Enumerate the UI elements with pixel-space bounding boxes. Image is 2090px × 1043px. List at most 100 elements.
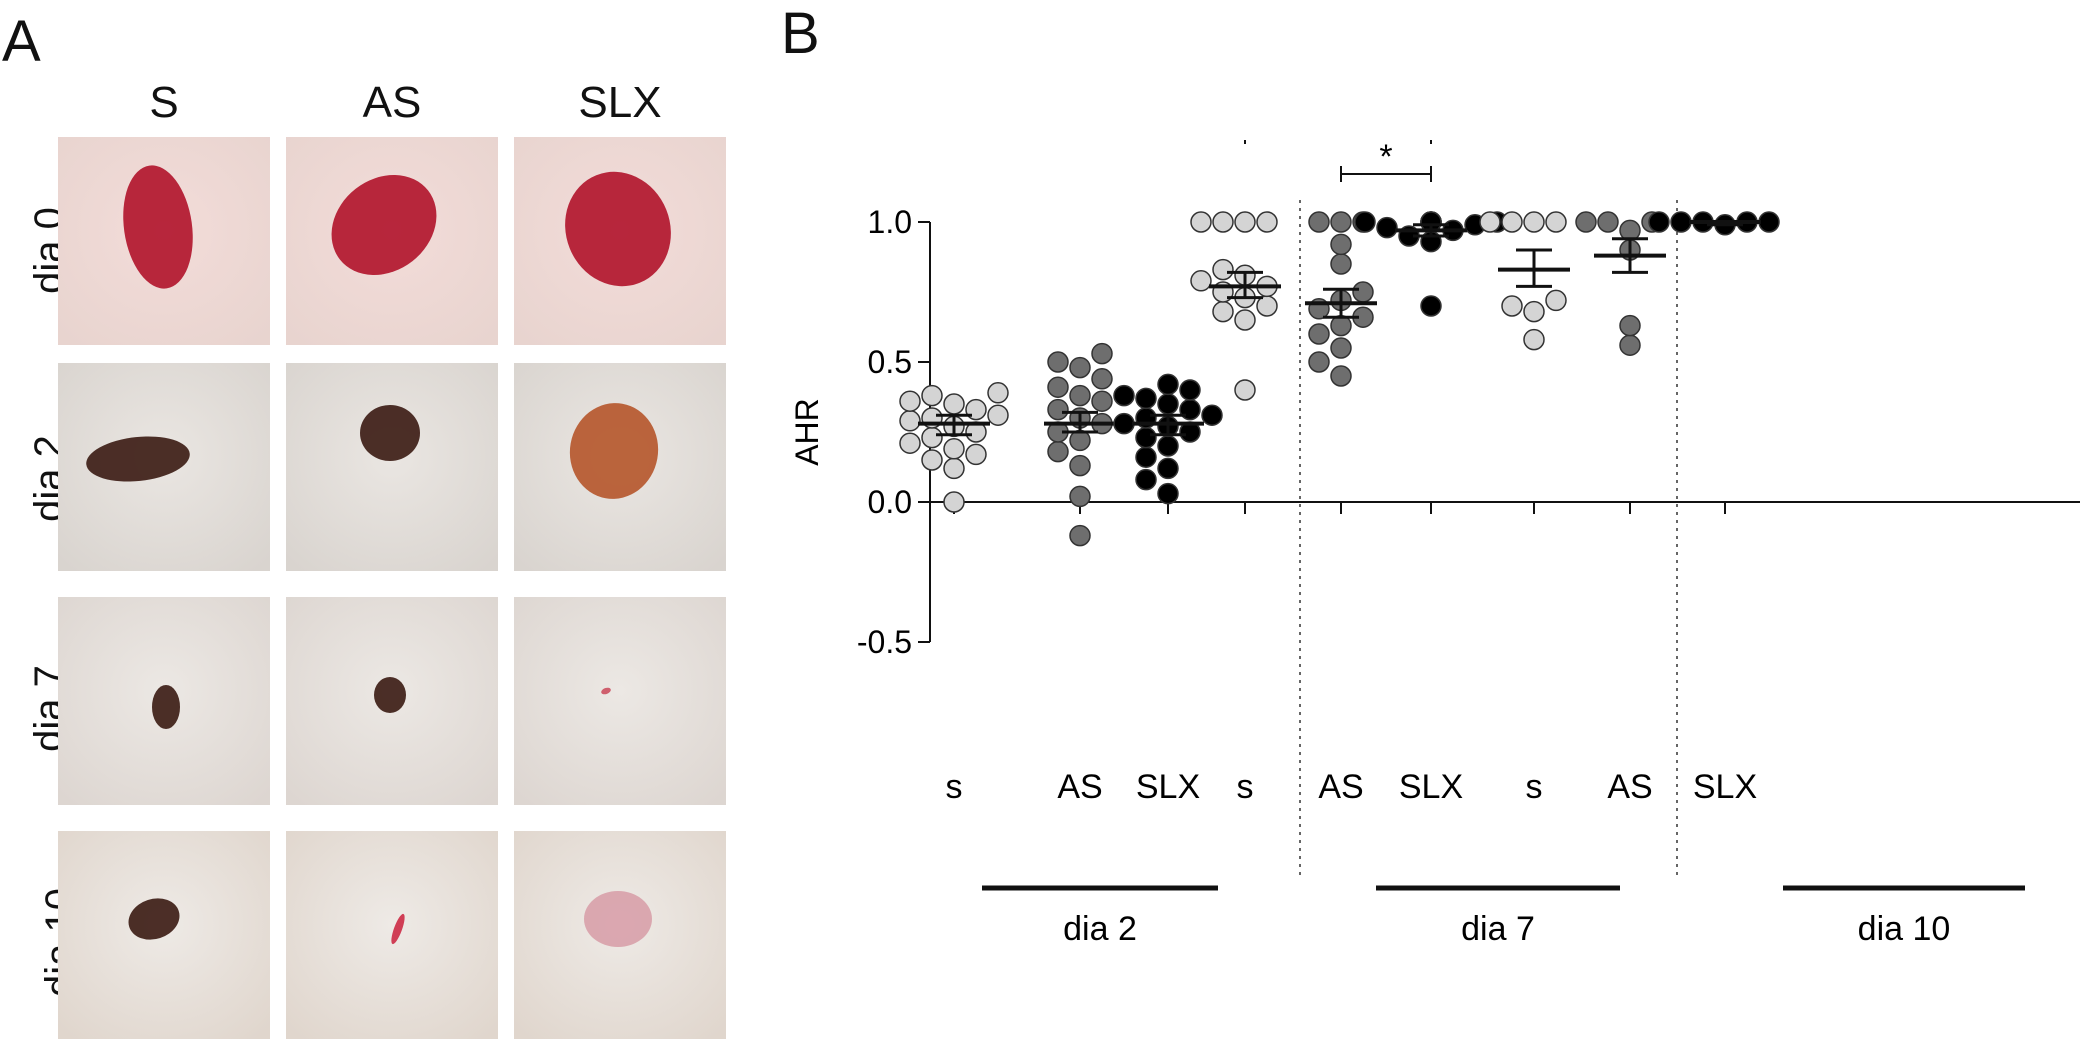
wound-photo	[58, 363, 270, 571]
x-category-label: SLX	[1136, 768, 1200, 806]
x-category-label: AS	[1607, 768, 1652, 806]
wound-photo	[58, 597, 270, 805]
wound-photo	[514, 137, 726, 345]
data-point	[1212, 258, 1234, 281]
data-point	[1420, 295, 1442, 317]
wound-photo	[514, 831, 726, 1039]
column-header-slx: SLX	[578, 78, 662, 127]
data-point	[1212, 211, 1234, 233]
data-point	[1234, 309, 1256, 331]
data-point	[1619, 334, 1641, 356]
significance-label: *	[1379, 140, 1392, 176]
data-point	[1091, 342, 1113, 365]
data-point	[1069, 356, 1091, 379]
data-point	[1234, 211, 1256, 233]
data-point	[1157, 373, 1179, 396]
y-axis-label: AHR	[790, 398, 825, 466]
data-point	[1523, 300, 1545, 323]
data-point	[1201, 404, 1223, 426]
group-label: dia 2	[1063, 910, 1137, 948]
column-header-s: S	[149, 78, 179, 127]
x-category-label: s	[946, 768, 963, 806]
x-category-label: s	[1237, 768, 1254, 806]
ahr-scatter-chart: 1.0 0.5 0.0 -0.5 AHR s AS SLX dia 2 s AS SLX dia 7 s A…	[790, 140, 2080, 948]
data-point	[1330, 337, 1352, 359]
data-point	[1670, 211, 1692, 233]
data-point	[1157, 393, 1179, 415]
data-point	[1330, 233, 1352, 256]
data-point	[899, 432, 921, 454]
data-point	[1501, 211, 1523, 233]
data-point	[1545, 289, 1567, 312]
row-header-dia-10: dia 10	[6, 888, 82, 997]
row-header-dia-7: dia 7	[26, 665, 71, 752]
data-point	[1648, 211, 1670, 233]
column-header-as: AS	[362, 78, 422, 127]
wound-photo	[286, 597, 498, 805]
panel-a-letter: A	[2, 9, 41, 74]
data-point	[1545, 211, 1567, 233]
data-point	[1091, 368, 1113, 390]
data-point	[1256, 211, 1278, 233]
data-point	[1619, 314, 1641, 337]
data-point	[1308, 211, 1330, 233]
wound-photo	[286, 831, 498, 1039]
data-point	[1330, 253, 1352, 275]
data-point	[1113, 384, 1135, 407]
data-point	[1352, 281, 1374, 303]
data-point	[1190, 270, 1212, 292]
data-point	[943, 393, 965, 415]
data-point	[1069, 524, 1091, 547]
data-point	[1308, 323, 1330, 345]
data-point	[1157, 457, 1179, 480]
x-category-label: SLX	[1399, 768, 1463, 806]
data-point	[1091, 390, 1113, 412]
data-point	[1597, 211, 1619, 233]
data-point	[1479, 211, 1501, 233]
row-header-dia-2: dia 2	[26, 435, 71, 522]
data-point	[899, 410, 921, 432]
wound-photo	[58, 831, 270, 1039]
data-point	[943, 457, 965, 480]
data-point	[1047, 376, 1069, 398]
data-point	[921, 449, 943, 471]
data-point	[1069, 384, 1091, 407]
data-point	[965, 443, 987, 466]
wound-photo	[514, 597, 726, 805]
panel-b-letter: B	[781, 1, 820, 66]
wound-photo	[58, 137, 270, 345]
y-tick-label: 0.5	[868, 344, 912, 380]
y-tick-label: 0.0	[868, 484, 912, 520]
group-label: dia 7	[1461, 910, 1535, 948]
data-point	[921, 384, 943, 407]
data-point	[943, 491, 965, 513]
data-point	[1135, 468, 1157, 491]
data-point	[1234, 379, 1256, 401]
x-category-label: s	[1526, 768, 1543, 806]
data-point	[1135, 446, 1157, 468]
data-point	[1330, 211, 1352, 233]
data-point	[1190, 211, 1212, 233]
data-point	[1308, 351, 1330, 373]
wound-photo	[514, 363, 726, 571]
data-point	[1157, 435, 1179, 457]
row-header-dia-0: dia 0	[26, 207, 71, 294]
data-point	[1047, 351, 1069, 373]
data-point	[1523, 211, 1545, 233]
data-point	[1330, 365, 1352, 387]
data-point	[899, 390, 921, 412]
data-point	[1523, 328, 1545, 351]
data-point	[1113, 412, 1135, 435]
data-point	[1047, 440, 1069, 463]
wound-photo	[286, 363, 498, 571]
data-point	[1157, 482, 1179, 505]
data-point	[921, 426, 943, 449]
data-point	[1047, 398, 1069, 421]
data-point	[987, 382, 1009, 404]
group-label: dia 10	[1858, 910, 1951, 948]
data-point	[1575, 211, 1597, 233]
data-point	[1179, 379, 1201, 401]
y-tick-label: -0.5	[857, 624, 912, 660]
data-point	[1501, 295, 1523, 317]
data-point	[1135, 426, 1157, 449]
